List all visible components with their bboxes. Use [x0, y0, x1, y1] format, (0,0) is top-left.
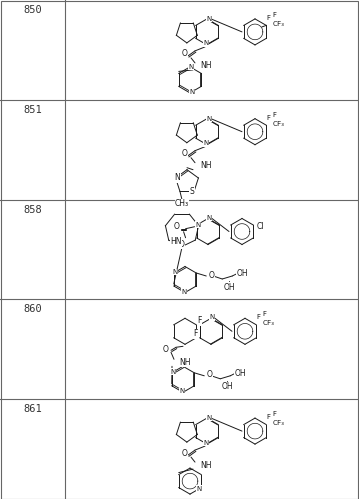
Text: O: O — [182, 449, 188, 458]
Text: F: F — [266, 414, 270, 420]
Text: F: F — [262, 311, 266, 317]
Text: N: N — [206, 415, 211, 421]
Text: F: F — [266, 15, 270, 21]
Text: O: O — [182, 49, 188, 58]
Text: N: N — [181, 288, 187, 294]
Text: OH: OH — [222, 382, 233, 391]
Text: F: F — [193, 329, 197, 338]
Text: HN: HN — [170, 237, 182, 246]
Text: N: N — [206, 116, 211, 122]
Text: O: O — [163, 345, 169, 354]
Text: NH: NH — [200, 461, 211, 470]
Text: N: N — [190, 89, 195, 95]
Text: O: O — [208, 270, 214, 279]
Text: O: O — [179, 240, 185, 249]
Text: O: O — [182, 149, 188, 158]
Text: CF₃: CF₃ — [273, 121, 285, 127]
Text: 858: 858 — [23, 205, 42, 215]
Text: N: N — [197, 486, 202, 492]
Text: F: F — [272, 12, 276, 18]
Text: F: F — [266, 115, 270, 121]
Text: N: N — [175, 174, 181, 183]
Text: N: N — [206, 215, 211, 221]
Text: N: N — [204, 140, 209, 146]
Text: NH: NH — [179, 358, 191, 367]
Text: OH: OH — [237, 269, 248, 278]
Text: 860: 860 — [23, 304, 42, 314]
Text: O: O — [174, 222, 180, 231]
Text: 851: 851 — [23, 105, 42, 115]
Text: 861: 861 — [23, 404, 42, 414]
Text: CF₃: CF₃ — [273, 21, 285, 27]
Text: O: O — [206, 370, 212, 379]
Text: F: F — [256, 314, 260, 320]
Text: N: N — [172, 269, 177, 275]
Text: N: N — [204, 40, 209, 46]
Text: N: N — [206, 16, 211, 22]
Text: CF₃: CF₃ — [263, 320, 275, 326]
Text: 850: 850 — [23, 5, 42, 15]
Text: N: N — [209, 314, 215, 320]
Text: CH₃: CH₃ — [175, 199, 189, 208]
Text: F: F — [272, 112, 276, 118]
Text: OH: OH — [223, 282, 235, 291]
Text: CF₃: CF₃ — [273, 420, 285, 426]
Text: F: F — [272, 411, 276, 417]
Text: N: N — [204, 440, 209, 446]
Text: NH: NH — [200, 61, 211, 70]
Text: NH: NH — [200, 161, 211, 170]
Text: N: N — [180, 388, 185, 394]
Text: F: F — [197, 316, 201, 325]
Text: N: N — [170, 369, 175, 375]
Text: Cl: Cl — [257, 222, 265, 231]
Text: OH: OH — [234, 369, 246, 378]
Text: N: N — [188, 64, 194, 70]
Text: N: N — [195, 222, 200, 228]
Text: S: S — [190, 187, 195, 196]
